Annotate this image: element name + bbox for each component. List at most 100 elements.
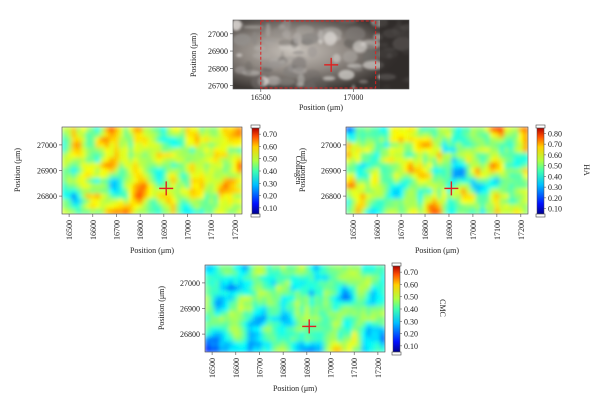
collagen-cell (208, 208, 215, 214)
cmc-cell (361, 290, 367, 297)
collagen-cell (80, 142, 87, 149)
cmc-cell (290, 326, 296, 333)
cmc-cell (214, 290, 220, 297)
ha-cell (499, 188, 505, 195)
ha-cell (369, 152, 376, 159)
ha-cell (499, 193, 505, 200)
collagen-cell (76, 147, 82, 154)
collagen-cell (90, 137, 96, 143)
ha-cell (374, 127, 381, 133)
collagen-cell (85, 193, 92, 200)
ha-cell (350, 208, 357, 214)
collagen-cell (213, 147, 219, 154)
cmc-cell (205, 346, 211, 352)
collagen-cell (232, 188, 238, 195)
collagen-colorbar-scale (251, 127, 260, 215)
ha-cell (499, 147, 505, 154)
collagen-cell (85, 203, 92, 210)
cmc-cell (318, 295, 325, 302)
collagen-cell (208, 178, 215, 184)
collagen-cell (123, 152, 129, 159)
cmc-cell (219, 265, 225, 271)
cmc-cell (295, 305, 301, 312)
collagen-cell (185, 132, 191, 138)
collagen-cell (161, 132, 167, 138)
cmc-cell (375, 346, 381, 352)
collagen-cell (199, 203, 205, 210)
cmc-cell (309, 316, 315, 322)
cmc-cell (366, 341, 372, 348)
ha-cell (475, 162, 481, 169)
ha-cell (451, 167, 457, 174)
photo-frame (232, 19, 410, 90)
ha-cell (360, 178, 366, 184)
cmc-cell (366, 285, 372, 292)
x-tick-label: 16700 (112, 220, 121, 240)
ha-cell (427, 147, 433, 154)
ha-cell (398, 193, 405, 200)
photo-speckle (292, 50, 305, 55)
ha-cell (427, 208, 433, 214)
x-tick-label: 16600 (373, 220, 382, 240)
ha-cell (437, 167, 443, 174)
cmc-cell (223, 295, 230, 302)
collagen-cell (170, 147, 177, 154)
cmc-cell (214, 341, 220, 348)
collagen-cell (156, 162, 163, 169)
ha-cell (369, 167, 376, 174)
ha-cell (518, 173, 524, 179)
cmc-cell (361, 346, 367, 352)
collagen-cell (175, 183, 182, 190)
cmc-cell (318, 326, 325, 333)
ha-cell (350, 137, 357, 143)
ha-cell (504, 173, 510, 179)
colorbar-tick-label: 0.50 (548, 162, 562, 171)
ha-cell (523, 173, 528, 179)
ha-cell (518, 162, 524, 169)
cmc-cell (247, 275, 253, 281)
ha-cell (413, 178, 419, 184)
cmc-cell (238, 336, 244, 343)
collagen-cell (175, 178, 182, 184)
ha-cell (470, 162, 476, 169)
x-tick-label: 16500 (65, 220, 74, 240)
cmc-cell (214, 326, 220, 333)
cmc-cell (328, 336, 334, 343)
collagen-cell (204, 188, 210, 195)
cmc-cell (380, 300, 385, 307)
collagen-cell (156, 188, 163, 195)
roi-box (260, 20, 377, 89)
cmc-cell (252, 280, 258, 287)
cmc-cell (361, 321, 367, 328)
collagen-cell (66, 188, 73, 195)
collagen-cell (232, 178, 238, 184)
ha-cell (475, 127, 481, 133)
cmc-cell (242, 326, 249, 333)
ha-cell (384, 162, 390, 169)
x-tick-label: 16800 (279, 358, 288, 378)
cmc-cell (366, 331, 372, 338)
photo-y-tick-label: 26900 (208, 47, 228, 56)
collagen-cell (66, 198, 73, 205)
cmc-cell (370, 300, 377, 307)
cmc-cell (209, 311, 216, 317)
cmc-cell (233, 346, 239, 352)
ha-cell (389, 152, 395, 159)
ha-cell (413, 162, 419, 169)
cmc-cell (285, 275, 291, 281)
photo-speckle (276, 77, 296, 86)
cmc-cell (242, 346, 249, 352)
cmc-cell (375, 336, 381, 343)
ha-cell (427, 188, 433, 195)
cmc-cell (351, 290, 358, 297)
ha-cell (513, 162, 520, 169)
cmc-cell (261, 270, 268, 276)
ha-cell (417, 147, 424, 154)
cmc-cell (219, 270, 225, 276)
collagen-cell (90, 152, 96, 159)
collagen-cell (170, 173, 177, 179)
collagen-cell (133, 142, 139, 149)
cmc-cell (209, 326, 216, 333)
cmc-cell (375, 295, 381, 302)
cmc-cell (375, 326, 381, 333)
